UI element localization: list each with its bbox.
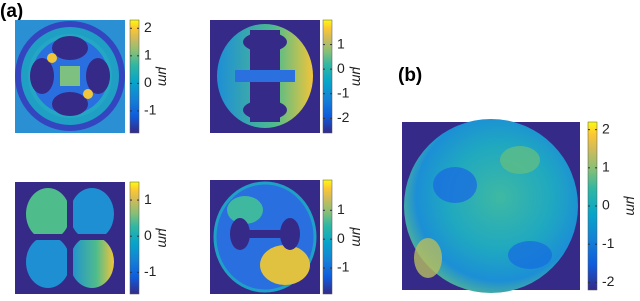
colorbar-tick-label: 2 (144, 19, 152, 35)
colorbar-tick-label: -1 (602, 235, 615, 251)
colorbar-tick-label: -1 (144, 263, 157, 279)
colorbar-label: μm (349, 226, 365, 247)
colorbar-tick-label: 0 (144, 227, 152, 243)
panel-label: (b) (398, 65, 422, 86)
colorbar (322, 179, 333, 295)
image (402, 119, 580, 293)
colorbar-tick-label: -1 (144, 102, 157, 118)
colorbar-tick-label: -2 (602, 273, 615, 289)
colorbar-tick-label: 0 (337, 60, 345, 76)
colorbar (129, 19, 140, 134)
panel-label: (a) (0, 1, 23, 22)
image (15, 20, 125, 133)
colorbar-tick-label: 1 (337, 35, 345, 51)
colorbar-tick-label: 0 (337, 230, 345, 246)
colorbar-label: μm (155, 66, 171, 87)
image (210, 180, 320, 294)
colorbar-tick-label: 1 (337, 201, 345, 217)
colorbar-tick-label: -1 (337, 84, 350, 100)
colorbar-label: μm (349, 66, 365, 87)
colorbar-label: μm (623, 195, 639, 216)
image (210, 20, 320, 133)
colorbar-tick-label: 1 (602, 159, 610, 175)
colorbar-tick-label: 2 (602, 120, 610, 136)
colorbar (322, 19, 333, 134)
colorbar-tick-label: 1 (144, 47, 152, 63)
colorbar-tick-label: -2 (337, 109, 350, 125)
colorbar-label: μm (155, 227, 171, 248)
colorbar-tick-label: -1 (337, 259, 350, 275)
colorbar-tick-label: 0 (602, 197, 610, 213)
colorbar-tick-label: 1 (144, 191, 152, 207)
image (15, 182, 125, 294)
colorbar-tick-label: 0 (144, 74, 152, 90)
colorbar (129, 181, 140, 295)
